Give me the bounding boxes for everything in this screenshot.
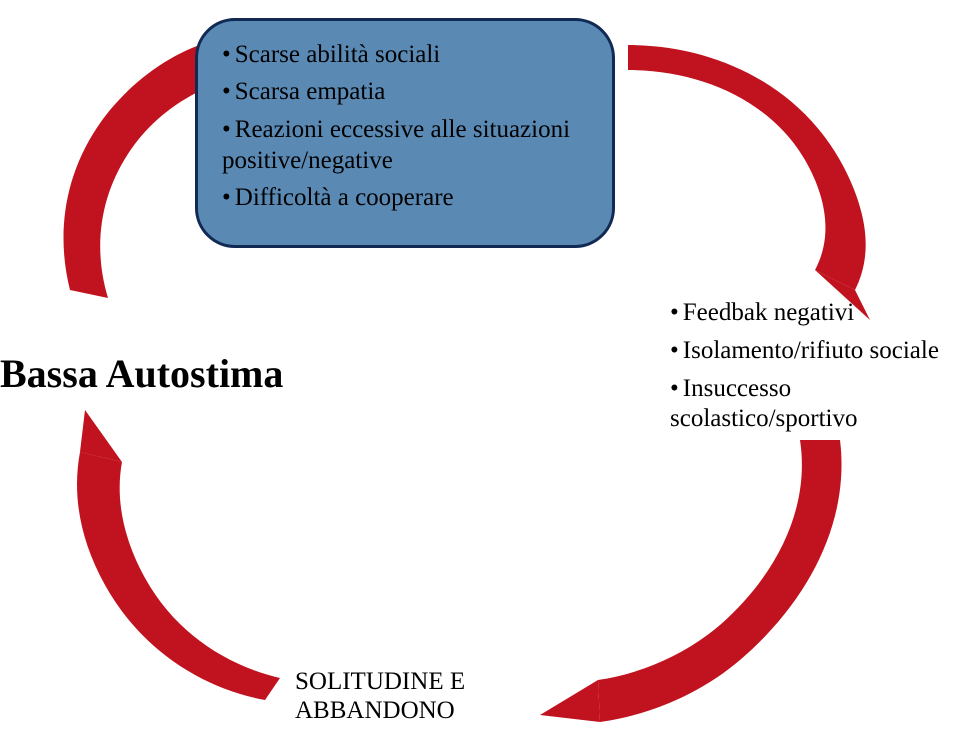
right-list-item: Isolamento/rifiuto sociale [670, 336, 960, 366]
top-box-item: Scarsa empatia [222, 76, 588, 107]
top-box-list: Scarse abilità sociali Scarsa empatia Re… [222, 39, 588, 213]
right-list-item: Feedbak negativi [670, 298, 960, 328]
left-title: Bassa Autostima [0, 350, 283, 397]
right-list-item: Insuccesso scolastico/sportivo [670, 374, 960, 434]
top-box-item: Scarse abilità sociali [222, 39, 588, 70]
diagram-canvas: { "type": "flowchart-cycle", "background… [0, 0, 960, 742]
top-box-item: Reazioni eccessive alle situazioni posit… [222, 114, 588, 177]
bottom-text-line1: SOLITUDINE E [295, 668, 465, 695]
top-box-item: Difficoltà a cooperare [222, 182, 588, 213]
right-list: Feedbak negativi Isolamento/rifiuto soci… [670, 298, 960, 442]
top-box: Scarse abilità sociali Scarsa empatia Re… [195, 18, 615, 248]
bottom-text-line2: ABBANDONO [295, 697, 455, 724]
bottom-text: SOLITUDINE E ABBANDONO [295, 668, 465, 726]
